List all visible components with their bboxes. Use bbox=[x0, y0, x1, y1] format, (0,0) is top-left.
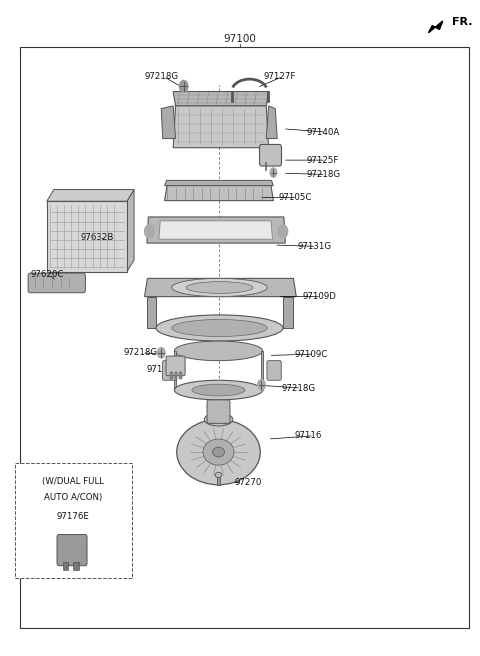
Text: 97620C: 97620C bbox=[30, 270, 63, 279]
Text: 97218G: 97218G bbox=[123, 348, 157, 358]
Text: 97140A: 97140A bbox=[307, 127, 340, 136]
Text: 97109C: 97109C bbox=[295, 350, 328, 359]
Polygon shape bbox=[147, 297, 156, 328]
Text: 97270: 97270 bbox=[234, 478, 262, 487]
Polygon shape bbox=[47, 190, 134, 201]
FancyBboxPatch shape bbox=[162, 361, 177, 380]
FancyBboxPatch shape bbox=[207, 400, 230, 423]
Bar bbox=[216, 475, 220, 485]
Circle shape bbox=[270, 168, 277, 177]
Ellipse shape bbox=[204, 413, 233, 426]
Text: 97113B: 97113B bbox=[147, 365, 180, 374]
Bar bbox=[47, 201, 127, 272]
Polygon shape bbox=[266, 106, 277, 138]
Polygon shape bbox=[283, 297, 293, 328]
Text: 97131G: 97131G bbox=[297, 242, 331, 251]
Text: 97218G: 97218G bbox=[282, 384, 316, 392]
Bar bbox=[21, 47, 469, 628]
Polygon shape bbox=[173, 106, 269, 148]
Polygon shape bbox=[173, 92, 269, 106]
Polygon shape bbox=[261, 351, 263, 390]
Circle shape bbox=[258, 380, 265, 390]
Ellipse shape bbox=[174, 380, 263, 400]
Bar bbox=[15, 463, 132, 577]
Polygon shape bbox=[165, 180, 274, 186]
Text: 97116: 97116 bbox=[295, 431, 322, 440]
Circle shape bbox=[180, 81, 188, 92]
Polygon shape bbox=[127, 190, 134, 272]
Circle shape bbox=[278, 225, 288, 238]
Text: 97632B: 97632B bbox=[80, 234, 113, 242]
Ellipse shape bbox=[192, 384, 245, 396]
FancyBboxPatch shape bbox=[267, 361, 281, 380]
Text: 97100: 97100 bbox=[224, 33, 256, 43]
FancyBboxPatch shape bbox=[260, 144, 281, 166]
Bar bbox=[175, 373, 178, 379]
Ellipse shape bbox=[174, 341, 263, 361]
Circle shape bbox=[144, 225, 154, 238]
Ellipse shape bbox=[172, 278, 267, 297]
Polygon shape bbox=[174, 351, 176, 390]
Bar bbox=[63, 562, 69, 569]
Bar bbox=[180, 373, 182, 379]
Ellipse shape bbox=[156, 315, 283, 341]
Polygon shape bbox=[159, 221, 273, 239]
Text: 97176E: 97176E bbox=[57, 512, 90, 522]
FancyBboxPatch shape bbox=[28, 273, 85, 293]
Polygon shape bbox=[144, 278, 296, 297]
Circle shape bbox=[157, 348, 165, 358]
Ellipse shape bbox=[213, 447, 225, 457]
Text: 97218G: 97218G bbox=[307, 170, 341, 179]
Text: AUTO A/CON): AUTO A/CON) bbox=[44, 493, 102, 502]
Text: 97109D: 97109D bbox=[302, 292, 336, 301]
Ellipse shape bbox=[172, 319, 267, 337]
Text: 97105C: 97105C bbox=[278, 193, 312, 202]
Text: 97125F: 97125F bbox=[307, 155, 339, 165]
FancyBboxPatch shape bbox=[57, 535, 87, 565]
FancyBboxPatch shape bbox=[166, 356, 185, 376]
Text: 97127F: 97127F bbox=[264, 72, 296, 81]
Text: FR.: FR. bbox=[452, 17, 473, 28]
Ellipse shape bbox=[186, 281, 253, 293]
Text: 97218G: 97218G bbox=[144, 72, 179, 81]
Polygon shape bbox=[161, 106, 176, 138]
Bar bbox=[170, 373, 173, 379]
Ellipse shape bbox=[203, 439, 234, 465]
Ellipse shape bbox=[215, 472, 222, 478]
Polygon shape bbox=[147, 217, 285, 243]
Polygon shape bbox=[429, 21, 443, 33]
Polygon shape bbox=[165, 186, 274, 201]
Ellipse shape bbox=[177, 419, 260, 485]
Text: (W/DUAL FULL: (W/DUAL FULL bbox=[42, 477, 104, 486]
Bar bbox=[73, 562, 79, 569]
